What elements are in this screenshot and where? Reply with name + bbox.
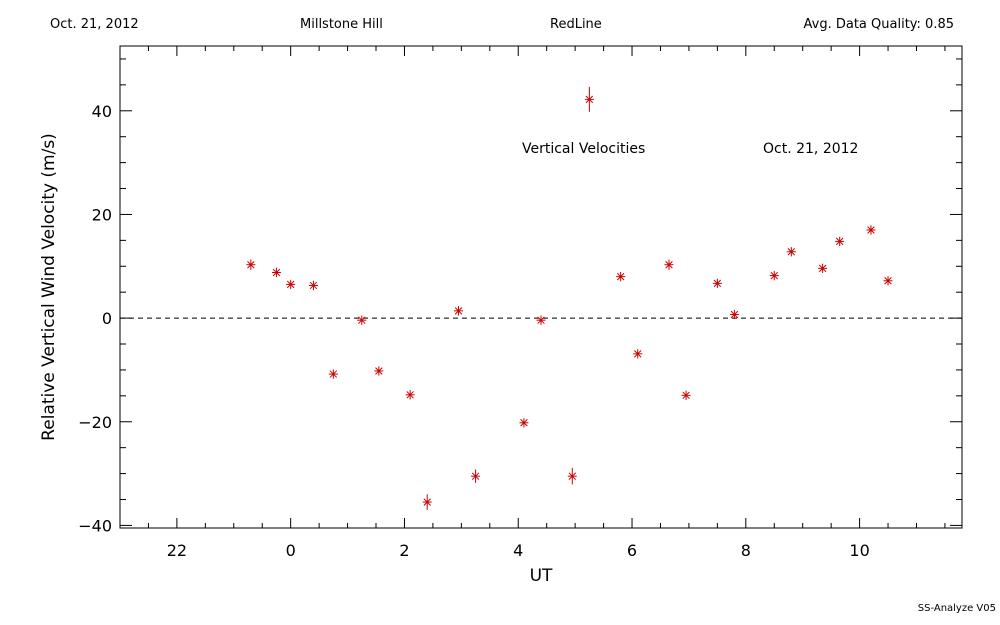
x-tick-label: 22 [167, 541, 187, 560]
data-point [883, 276, 893, 286]
x-axis-label: UT [530, 566, 553, 586]
x-tick-label: 8 [741, 541, 751, 560]
data-point [328, 369, 338, 379]
data-point [712, 278, 722, 289]
data-point [866, 225, 876, 235]
y-axis-label: Relative Vertical Wind Velocity (m/s) [39, 133, 59, 441]
marker-stroke [713, 279, 722, 288]
data-point [308, 280, 318, 291]
tick-marks [119, 46, 962, 528]
marker-stroke [537, 316, 545, 324]
marker-stroke [329, 370, 338, 378]
data-point [405, 390, 415, 400]
header-site: Millstone Hill [300, 17, 383, 32]
data-point [616, 271, 626, 282]
data-point [769, 270, 779, 281]
marker-stroke [520, 419, 528, 427]
marker-stroke [358, 316, 366, 324]
footer-version: SS-Analyze V05 [917, 603, 996, 614]
marker-stroke [616, 272, 625, 281]
data-point [786, 247, 796, 257]
header-line: RedLine [550, 17, 602, 32]
x-tick-label: 0 [286, 541, 296, 560]
marker-stroke [247, 260, 255, 269]
marker-stroke [454, 307, 463, 315]
plot-frame [119, 45, 963, 529]
data-point [567, 467, 577, 485]
data-point [681, 390, 691, 400]
data-point [835, 236, 845, 247]
header-date: Oct. 21, 2012 [50, 17, 139, 32]
marker-stroke [867, 226, 875, 234]
marker-stroke [633, 350, 642, 358]
header-quality: Avg. Data Quality: 0.85 [803, 17, 954, 32]
marker-stroke [884, 277, 892, 285]
y-tick-label: −40 [78, 516, 112, 535]
x-tick-label: 10 [849, 541, 869, 560]
data-point [471, 469, 481, 483]
data-point [664, 259, 674, 270]
y-tick-label: 40 [92, 102, 112, 121]
data-point [536, 315, 546, 325]
data-point [422, 494, 432, 510]
marker-stroke [375, 367, 383, 375]
data-point [519, 418, 529, 428]
marker-stroke [568, 472, 577, 480]
annotation-date: Oct. 21, 2012 [763, 141, 858, 157]
y-tick-label: 0 [102, 309, 112, 328]
data-point [271, 267, 281, 278]
data-point [729, 309, 739, 320]
data-point [357, 315, 367, 325]
data-point [584, 86, 594, 112]
data-markers [246, 86, 893, 510]
marker-stroke [309, 281, 318, 290]
x-tick-label: 2 [399, 541, 409, 560]
marker-stroke [585, 95, 594, 104]
marker-stroke [818, 264, 827, 273]
y-tick-label: 20 [92, 205, 112, 224]
data-point [454, 306, 464, 316]
x-tick-label: 4 [513, 541, 523, 560]
marker-stroke [665, 260, 673, 269]
marker-stroke [730, 310, 739, 319]
marker-stroke [272, 268, 281, 277]
data-point [246, 259, 256, 270]
data-point [818, 263, 828, 274]
marker-stroke [406, 391, 414, 399]
marker-stroke [835, 237, 844, 246]
annotation-vertical-velocities: Vertical Velocities [522, 141, 645, 157]
data-point [374, 366, 384, 376]
marker-stroke [770, 271, 778, 280]
marker-stroke [682, 391, 690, 400]
y-tick-label: −20 [78, 413, 112, 432]
marker-stroke [471, 472, 480, 480]
marker-stroke [423, 498, 431, 506]
marker-stroke [787, 248, 796, 256]
data-point [633, 349, 643, 359]
data-point [286, 279, 296, 290]
tick-labels: 22 0 2 4 6 8 10 −40 −20 0 20 40 [78, 102, 870, 560]
x-tick-label: 6 [627, 541, 637, 560]
marker-stroke [286, 280, 295, 289]
